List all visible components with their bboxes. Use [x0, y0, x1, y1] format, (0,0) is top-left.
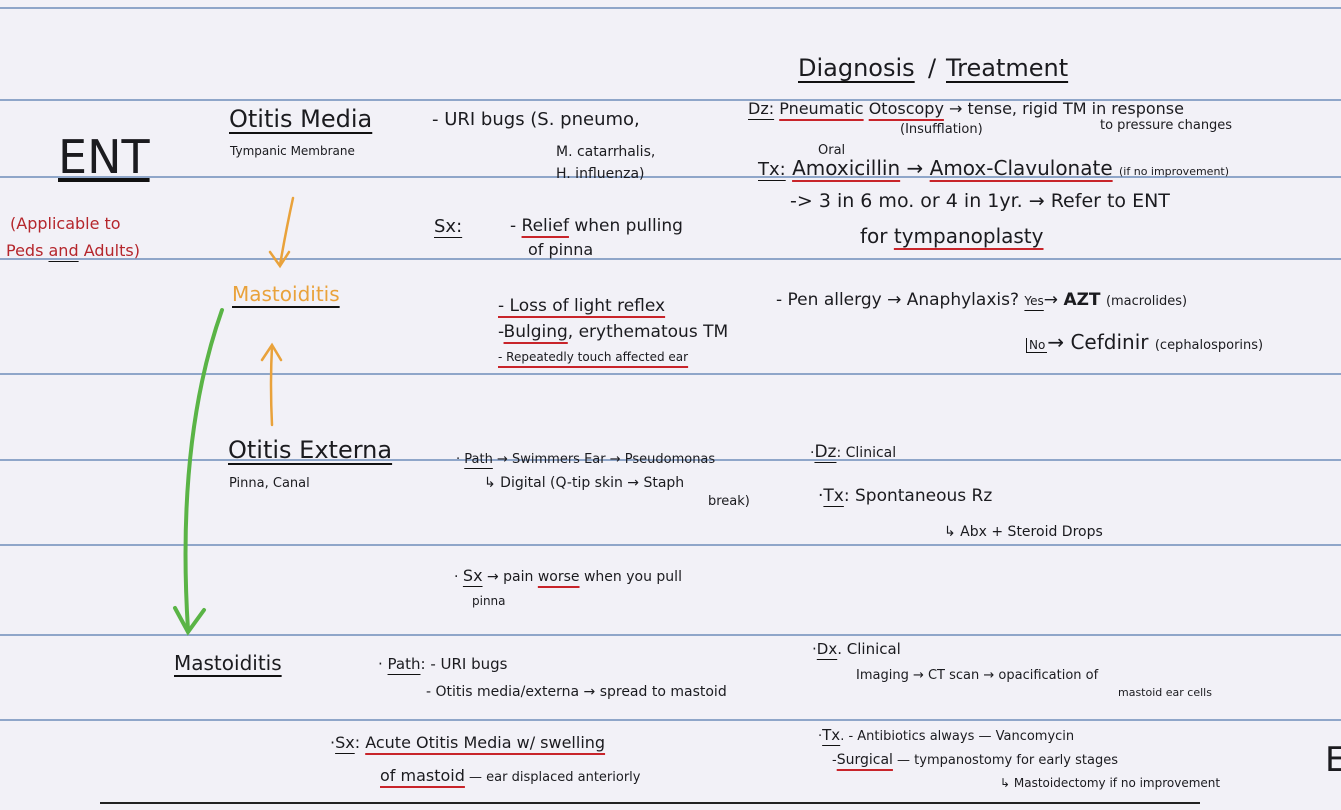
- mast-tx-line-1: ·Tx. - Antibiotics always — Vancomycin: [818, 726, 1075, 744]
- applicable-line-2: Peds and Adults): [6, 241, 140, 260]
- om-dz-line: Dz: Pneumatic Otoscopy → tense, rigid TM…: [748, 99, 1184, 118]
- otitis-media-subtitle: Tympanic Membrane: [230, 144, 355, 158]
- ruled-line: [0, 99, 1341, 101]
- otitis-externa-title: Otitis Externa: [228, 436, 393, 464]
- mast-dx-line: ·Dx. Clinical: [812, 640, 901, 658]
- om-dz-pressure: to pressure changes: [1100, 118, 1233, 133]
- ruled-line: [0, 7, 1341, 9]
- om-tx-tympanoplasty: for tympanoplasty: [860, 224, 1044, 248]
- mast-tx-line-3: ↳ Mastoidectomy if no improvement: [1000, 776, 1221, 790]
- oe-sx-line: · Sx → pain worse when you pull: [454, 566, 682, 585]
- green-arrow: [173, 308, 224, 636]
- ruled-line: [0, 719, 1341, 721]
- oe-path-line-1: · Path → Swimmers Ear → Pseudomonas: [456, 452, 716, 467]
- om-dz-insufflation: (Insufflation): [900, 122, 983, 137]
- mast-sx-line-2: of mastoid — ear displaced anteriorly: [380, 766, 641, 785]
- ruled-line: [0, 544, 1341, 546]
- mastoiditis-title: Mastoiditis: [174, 651, 282, 675]
- diagnosis-heading: Diagnosis: [798, 54, 915, 82]
- treatment-heading: Treatment: [946, 54, 1069, 82]
- om-sx-light-reflex: - Loss of light reflex: [498, 296, 666, 316]
- om-tx-line: Tx: Amoxicillin → Amox-Clavulonate (if n…: [758, 156, 1230, 180]
- ent-title: ENT: [58, 130, 150, 184]
- bottom-divider: [100, 802, 1200, 804]
- mastoiditis-mid-label: Mastoiditis: [232, 282, 340, 306]
- ruled-line: [0, 373, 1341, 375]
- om-sx-label: Sx:: [434, 216, 463, 237]
- oe-path-line-2: ↳ Digital (Q-tip skin → Staph: [484, 475, 685, 491]
- om-bugs-line-3: H. influenza): [556, 166, 645, 182]
- otitis-media-title: Otitis Media: [229, 105, 373, 133]
- oe-tx-sub: ↳ Abx + Steroid Drops: [944, 524, 1103, 540]
- oe-sx-line-2: pinna: [472, 594, 506, 608]
- ruled-line: [0, 634, 1341, 636]
- om-no-branch: No → Cefdinir (cephalosporins): [1026, 330, 1263, 354]
- ruled-line: [0, 176, 1341, 178]
- ruled-line: [0, 258, 1341, 260]
- mast-sx-line-1: ·Sx: Acute Otitis Media w/ swelling: [330, 733, 606, 752]
- om-bugs-line-2: M. catarrhalis,: [556, 144, 656, 160]
- om-bugs-line-1: - URI bugs (S. pneumo,: [432, 109, 640, 130]
- orange-arrow-up: [260, 342, 283, 427]
- mast-tx-surgical: -Surgical — tympanostomy for early stage…: [832, 752, 1118, 768]
- mast-path-line-2: - Otitis media/externa → spread to masto…: [426, 684, 727, 700]
- mast-dx-imaging-2: mastoid ear cells: [1118, 686, 1212, 699]
- om-sx-touch-ear: - Repeatedly touch affected ear: [498, 350, 689, 364]
- om-sx-relief-2: of pinna: [528, 240, 594, 259]
- heading-slash: /: [928, 54, 937, 82]
- om-pen-allergy: - Pen allergy → Anaphylaxis? Yes→ AZT (m…: [776, 290, 1188, 310]
- oe-tx-line: ·Tx: Spontaneous Rz: [818, 486, 993, 506]
- ruled-line: [0, 459, 1341, 461]
- applicable-line-1: (Applicable to: [10, 214, 121, 233]
- edge-letter: E: [1325, 740, 1341, 780]
- mast-dx-imaging: Imaging → CT scan → opacification of: [856, 668, 1099, 683]
- om-tx-refer: -> 3 in 6 mo. or 4 in 1yr. → Refer to EN…: [790, 190, 1170, 212]
- oe-dz-line: ·Dz: Clinical: [810, 442, 897, 462]
- om-sx-bulging: -Bulging, erythematous TM: [498, 322, 729, 342]
- oe-path-line-3: break): [708, 494, 750, 509]
- orange-arrow-down: [268, 196, 295, 269]
- om-tx-oral: Oral: [818, 143, 846, 158]
- otitis-externa-subtitle: Pinna, Canal: [229, 476, 310, 491]
- om-sx-relief: - Relief when pulling: [510, 216, 683, 236]
- mast-path-line-1: · Path: - URI bugs: [378, 655, 508, 673]
